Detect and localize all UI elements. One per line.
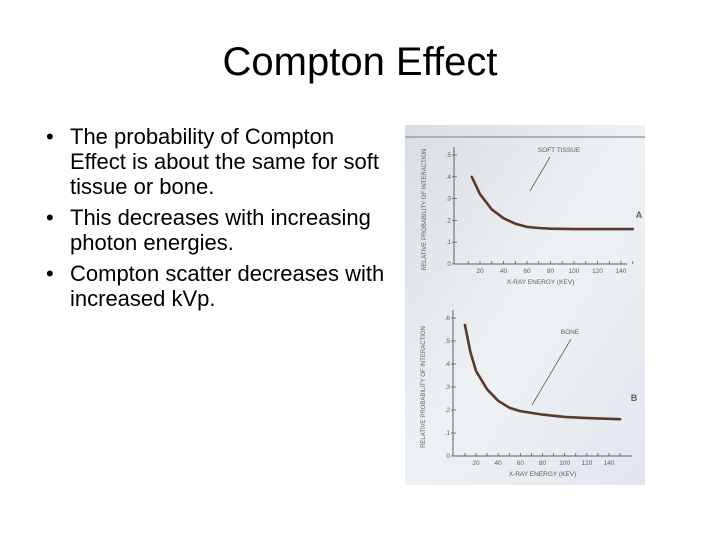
y-tick-label: .1 bbox=[446, 239, 452, 246]
bullet-list: • The probability of Compton Effect is ab… bbox=[40, 124, 385, 317]
x-tick-label: 20 bbox=[472, 460, 480, 467]
y-tick-label: 0 bbox=[447, 261, 451, 268]
x-tick-label: 140 bbox=[616, 268, 627, 275]
graph-photo: 20 40 60 80 100 120 140 0 .1 .2 .3 .4 .5 X-RAY ENERGY… bbox=[405, 125, 645, 485]
x-tick-label: 60 bbox=[517, 460, 525, 467]
bullet-icon: • bbox=[46, 261, 54, 286]
y-tick-label: .2 bbox=[445, 407, 451, 414]
x-tick-label: 40 bbox=[500, 268, 508, 275]
arrow-line bbox=[529, 156, 551, 192]
x-tick-label: 60 bbox=[523, 268, 531, 275]
y-tick-label: .5 bbox=[446, 152, 452, 159]
bullet-text: Compton scatter decreases with increased… bbox=[70, 261, 385, 311]
y-axis-label: RELATIVE PROBABILITY OF INTERACTION bbox=[422, 149, 428, 271]
curve-label: SOFT TISSUE bbox=[538, 147, 581, 154]
y-tick-label: .1 bbox=[445, 430, 451, 437]
y-tick-label: 0 bbox=[446, 453, 450, 460]
data-curve bbox=[463, 323, 622, 421]
y-tick-label: .4 bbox=[446, 174, 452, 181]
x-tick-label: 100 bbox=[569, 268, 580, 275]
y-tick-label: .2 bbox=[446, 217, 452, 224]
x-tick-label: 20 bbox=[476, 268, 484, 275]
y-tick-label: .3 bbox=[445, 384, 451, 391]
x-tick-label: 100 bbox=[559, 460, 570, 467]
bullet-icon: • bbox=[46, 124, 54, 149]
curve-label: BONE bbox=[561, 329, 580, 336]
bullet-item: • This decreases with increasing photon e… bbox=[40, 205, 385, 255]
bullet-text: The probability of Compton Effect is abo… bbox=[70, 124, 379, 199]
x-tick-label: 120 bbox=[592, 268, 603, 275]
y-tick-label: .4 bbox=[445, 361, 451, 368]
y-tick-label: .3 bbox=[446, 196, 452, 203]
x-axis-label: X-RAY ENERGY (KEV) bbox=[509, 471, 577, 478]
slide-title: Compton Effect bbox=[222, 40, 498, 84]
x-tick-label: 80 bbox=[539, 460, 547, 467]
y-tick-label: .5 bbox=[445, 338, 451, 345]
x-tick-label: 120 bbox=[581, 460, 592, 467]
y-axis-label: RELATIVE PROBABILITY OF INTERACTION bbox=[421, 326, 427, 448]
x-axis-label: X-RAY ENERGY (KEV) bbox=[507, 279, 575, 286]
x-tick-label: 140 bbox=[604, 460, 615, 467]
y-tick-label: .6 bbox=[445, 315, 451, 322]
data-curve bbox=[470, 175, 635, 231]
bullet-item: • The probability of Compton Effect is ab… bbox=[40, 124, 385, 199]
bullet-icon: • bbox=[46, 205, 54, 230]
bullet-item: • Compton scatter decreases with increase… bbox=[40, 261, 385, 311]
panel-label: B bbox=[631, 393, 638, 403]
arrow-line bbox=[531, 338, 572, 406]
bullet-text: This decreases with increasing photon en… bbox=[70, 205, 371, 255]
x-tick-label: 80 bbox=[547, 268, 555, 275]
x-tick-label: 40 bbox=[495, 460, 503, 467]
photo-background bbox=[405, 125, 645, 485]
panel-label: A bbox=[636, 210, 643, 220]
